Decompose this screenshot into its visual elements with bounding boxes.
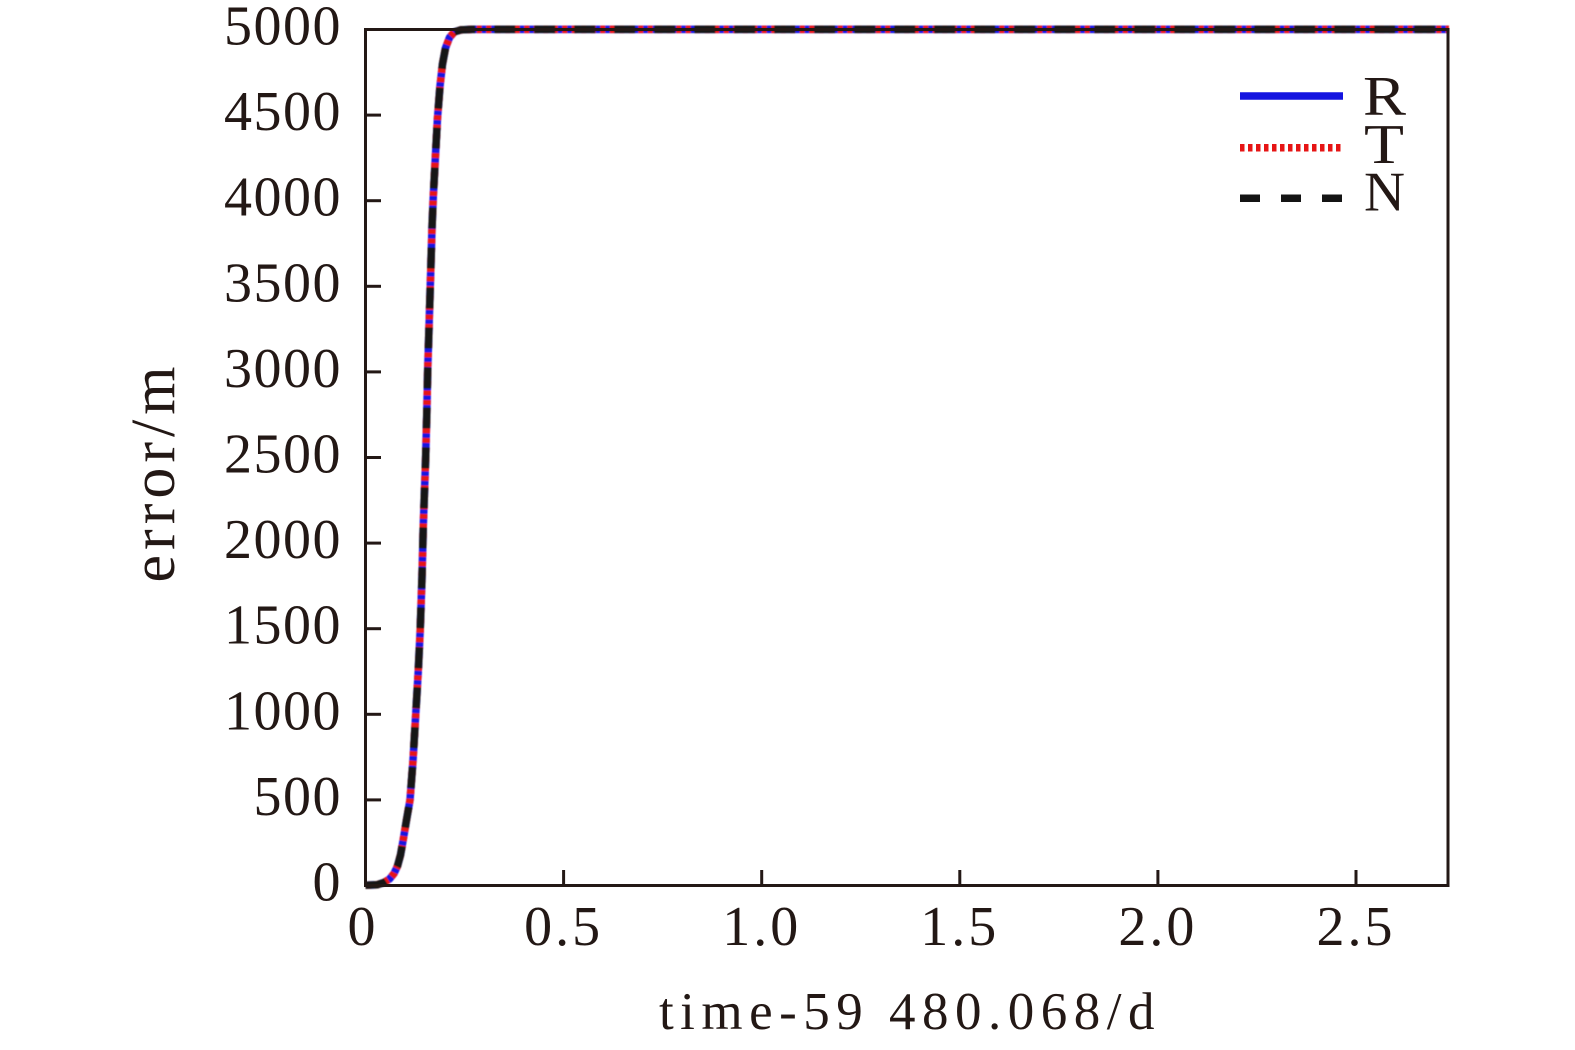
svg-text:2.0: 2.0 [1118, 896, 1197, 958]
svg-text:error/m: error/m [120, 362, 188, 583]
svg-text:2500: 2500 [224, 424, 342, 486]
svg-text:0: 0 [348, 896, 376, 958]
svg-text:T: T [1364, 114, 1404, 176]
svg-text:4500: 4500 [224, 81, 342, 143]
svg-text:1.0: 1.0 [722, 896, 801, 958]
svg-text:R: R [1363, 66, 1407, 128]
svg-text:time-59 480.068/d: time-59 480.068/d [659, 983, 1161, 1041]
svg-text:2000: 2000 [224, 509, 342, 571]
svg-text:4000: 4000 [224, 167, 342, 229]
svg-text:1000: 1000 [224, 680, 342, 742]
svg-text:1500: 1500 [224, 595, 342, 657]
svg-text:3000: 3000 [224, 338, 342, 400]
svg-text:500: 500 [254, 766, 343, 828]
svg-text:N: N [1364, 162, 1405, 224]
svg-text:0.5: 0.5 [524, 896, 603, 958]
svg-text:0: 0 [313, 852, 343, 914]
svg-text:5000: 5000 [224, 0, 342, 58]
svg-text:1.5: 1.5 [920, 896, 999, 958]
svg-text:3500: 3500 [224, 252, 342, 314]
svg-text:2.5: 2.5 [1317, 896, 1396, 958]
